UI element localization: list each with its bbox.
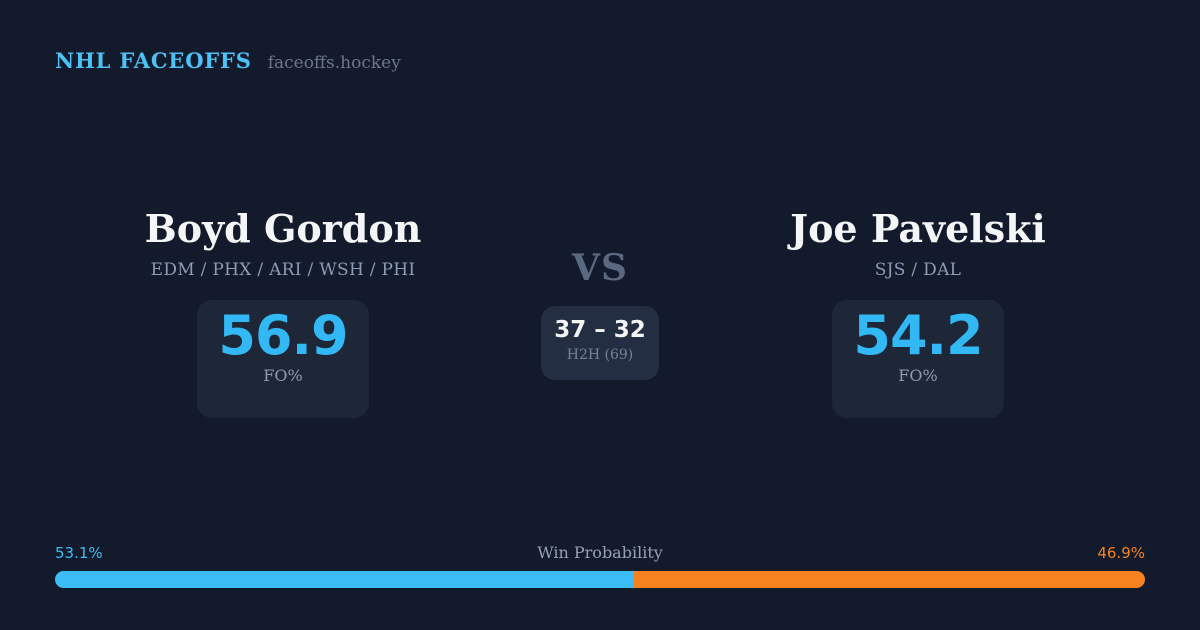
- player-right-fo-card: 54.2 FO%: [832, 299, 1004, 418]
- player-left-fo-value: 56.9: [218, 303, 348, 367]
- player-left-fo-card: 56.9 FO%: [197, 299, 369, 418]
- vs-label: VS: [572, 247, 628, 289]
- h2h-score: 37 – 32: [554, 317, 646, 343]
- win-probability-title: Win Probability: [537, 543, 663, 562]
- h2h-card: 37 – 32 H2H (69): [541, 306, 659, 380]
- player-left-teams: EDM / PHX / ARI / WSH / PHI: [150, 259, 416, 280]
- player-right-fo-value: 54.2: [853, 303, 983, 367]
- win-probability-left-pct: 53.1%: [55, 544, 103, 562]
- win-probability-bar: [55, 571, 1145, 588]
- win-probability-labels: 53.1% Win Probability 46.9%: [55, 543, 1145, 562]
- win-probability-bar-right-segment: [633, 571, 1145, 588]
- versus-block: VS 37 – 32 H2H (69): [490, 250, 710, 380]
- player-left-fo-label: FO%: [263, 366, 303, 386]
- site-domain: faceoffs.hockey: [267, 53, 401, 73]
- h2h-label: H2H (69): [566, 347, 634, 363]
- player-right-teams: SJS / DAL: [874, 259, 962, 280]
- app-header: NHL FACEOFFS faceoffs.hockey: [55, 48, 401, 73]
- win-probability-section: 53.1% Win Probability 46.9%: [55, 543, 1145, 588]
- player-right-name: Joe Pavelski: [790, 206, 1046, 251]
- player-left: Boyd Gordon EDM / PHX / ARI / WSH / PHI …: [83, 208, 483, 418]
- win-probability-right-pct: 46.9%: [1097, 544, 1145, 562]
- win-probability-bar-left-segment: [55, 571, 634, 588]
- player-right: Joe Pavelski SJS / DAL 54.2 FO%: [718, 208, 1118, 418]
- player-left-name: Boyd Gordon: [144, 206, 422, 251]
- player-right-fo-label: FO%: [898, 366, 938, 386]
- brand-title: NHL FACEOFFS: [55, 48, 252, 73]
